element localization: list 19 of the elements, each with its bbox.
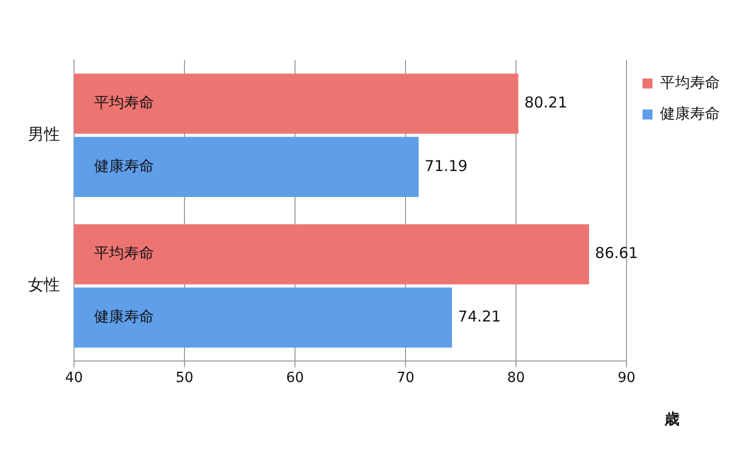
data-label: 80.21: [524, 94, 568, 112]
legend-label: 平均寿命: [660, 73, 720, 92]
x-axis-title: 歳: [664, 410, 680, 428]
x-tick-label: 70: [396, 370, 414, 386]
text: 健康寿命: [94, 156, 154, 175]
x-tick-label: 80: [507, 370, 525, 386]
y-tick-label: 女性: [28, 275, 60, 294]
legend-label: 健康寿命: [660, 104, 720, 122]
data-label: 74.21: [458, 307, 501, 326]
text: 健康寿命: [94, 307, 154, 326]
data-label: 86.61: [595, 244, 638, 262]
y-tick-label: 男性: [28, 124, 60, 144]
x-tick-label: 40: [65, 370, 83, 386]
x-tick-label: 50: [176, 370, 194, 386]
text: 平均寿命: [94, 244, 154, 262]
text: 平均寿命: [94, 94, 154, 112]
x-tick-label: 90: [618, 370, 636, 386]
x-tick-label: 60: [286, 370, 304, 386]
data-label: 71.19: [424, 156, 468, 175]
